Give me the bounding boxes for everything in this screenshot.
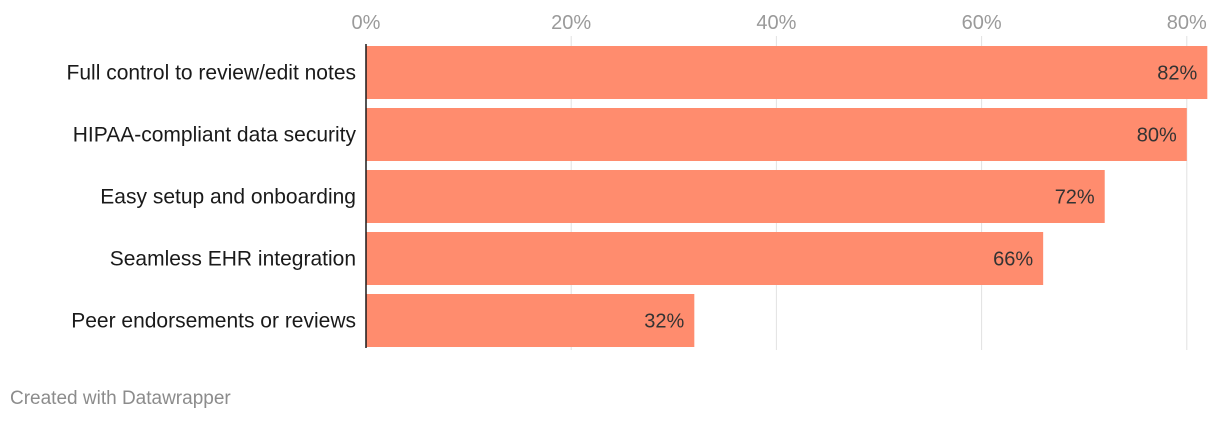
category-label-4: Peer endorsements or reviews — [71, 310, 356, 333]
value-label-3: 66% — [993, 249, 1033, 271]
category-label-1: HIPAA-compliant data security — [73, 124, 357, 147]
chart-canvas: 0% 20% 40% 60% 80% Full control to review/edi… — [67, 12, 1208, 350]
bar-2 — [366, 170, 1105, 223]
value-label-0: 82% — [1157, 63, 1197, 85]
bar-1 — [366, 108, 1187, 161]
category-label-2: Easy setup and onboarding — [100, 186, 356, 209]
credit-footer: Created with Datawrapper — [10, 388, 231, 409]
value-label-2: 72% — [1055, 187, 1095, 209]
x-tick-label-20: 20% — [551, 12, 591, 34]
value-label-1: 80% — [1137, 125, 1177, 147]
x-tick-label-0: 0% — [352, 12, 381, 34]
bar-0 — [366, 46, 1208, 99]
category-label-3: Seamless EHR integration — [110, 248, 356, 271]
bar-4 — [366, 294, 695, 347]
x-tick-label-60: 60% — [962, 12, 1002, 34]
x-tick-label-80: 80% — [1167, 12, 1207, 34]
bar-3 — [366, 232, 1044, 285]
category-label-0: Full control to review/edit notes — [67, 62, 356, 85]
value-label-4: 32% — [644, 311, 684, 333]
x-tick-label-40: 40% — [756, 12, 796, 34]
